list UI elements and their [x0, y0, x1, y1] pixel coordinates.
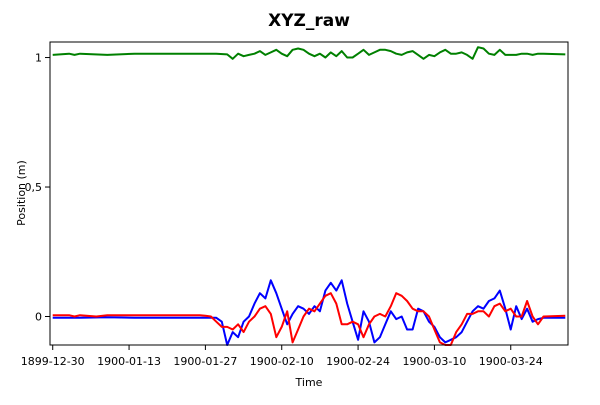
y-tick-label: 0,5: [25, 181, 43, 194]
series-line-1: [52, 279, 566, 346]
chart-title: XYZ_raw: [268, 11, 350, 31]
series-line-2: [52, 292, 566, 346]
axes-layer: 1899-12-30 1900-01-13 1900-01-27 1900-02-10…: [21, 41, 569, 368]
x-tick-label: 1900-01-13: [97, 355, 161, 368]
x-tick-label: 1900-02-24: [326, 355, 390, 368]
x-axis-label: Time: [295, 376, 323, 389]
x-tick-label: 1900-03-10: [402, 355, 466, 368]
x-tick-label: 1900-03-24: [479, 355, 543, 368]
series-layer: [52, 46, 566, 346]
plot-area: [50, 42, 568, 345]
y-axis-label: Position (m): [15, 160, 28, 226]
y-tick-label: 1: [35, 52, 42, 65]
x-tick-label: 1900-02-10: [250, 355, 314, 368]
x-tick-label: 1899-12-30: [21, 355, 85, 368]
plot-frame: [49, 41, 569, 346]
x-tick-label: 1900-01-27: [173, 355, 237, 368]
y-tick-label: 0: [35, 311, 42, 324]
series-line-3: [52, 46, 566, 60]
